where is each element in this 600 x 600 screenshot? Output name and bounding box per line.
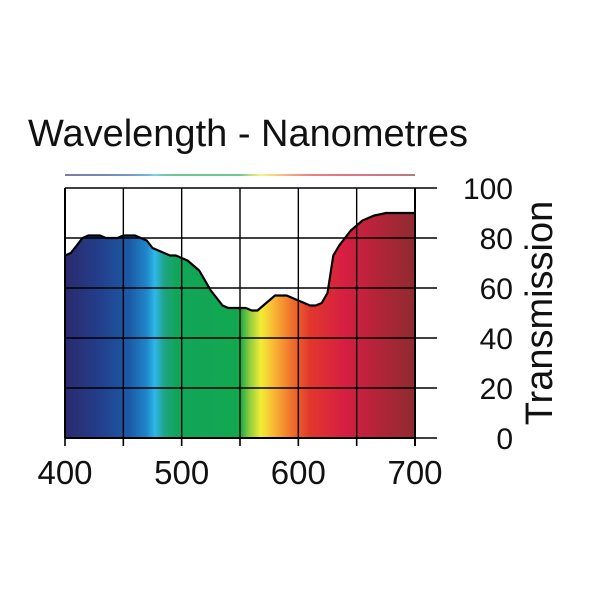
x-tick-label: 500 <box>154 454 209 491</box>
y-axis-ticks: 0 20 40 60 80 100 <box>415 173 513 456</box>
y-tick-label: 20 <box>480 373 513 406</box>
chart-title: Wavelength - Nanometres <box>28 113 468 155</box>
y-tick-label: 40 <box>480 323 513 356</box>
y-tick-label: 80 <box>480 223 513 256</box>
y-tick-label: 60 <box>480 273 513 306</box>
plot-area <box>64 187 416 446</box>
x-tick-label: 400 <box>37 454 92 491</box>
x-tick-label: 700 <box>387 454 442 491</box>
x-axis-ticks: 400 500 600 700 <box>37 438 443 491</box>
y-tick-label: 100 <box>463 173 513 206</box>
y-tick-label: 0 <box>496 423 513 456</box>
x-tick-label: 600 <box>271 454 326 491</box>
y-axis-label: Transmission <box>519 201 561 426</box>
transmission-curve <box>64 211 415 312</box>
